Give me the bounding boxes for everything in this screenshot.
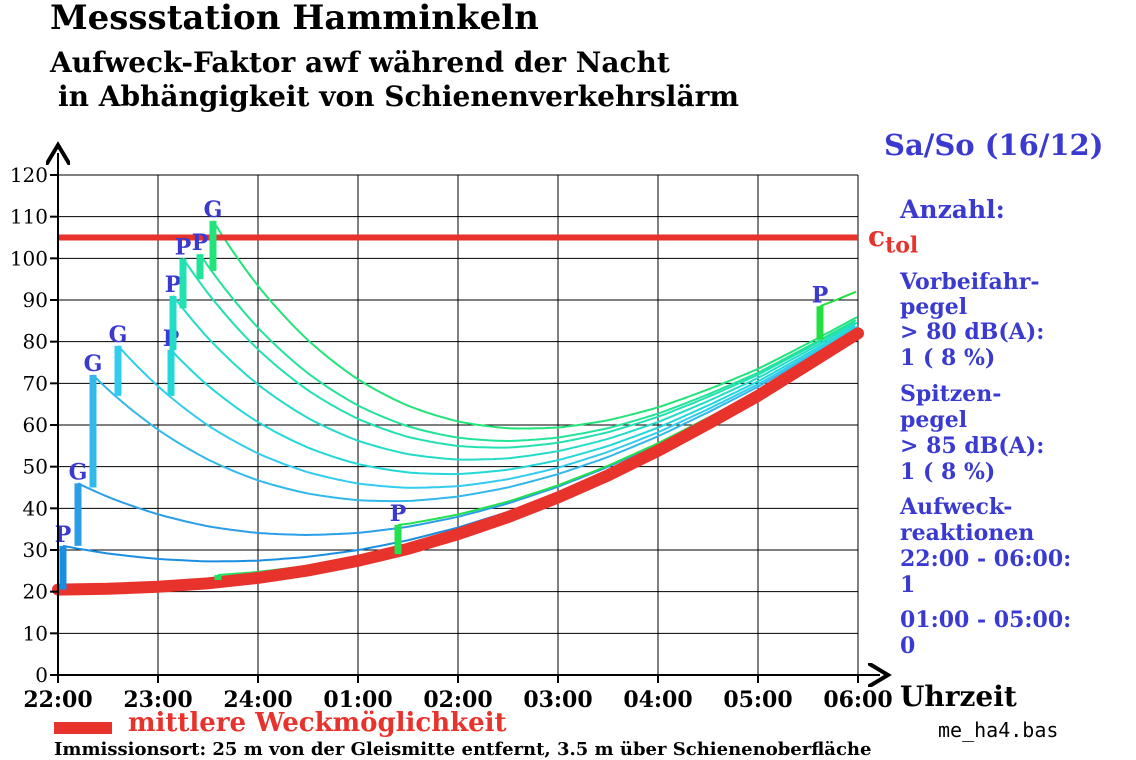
- decay-curve: [819, 290, 857, 308]
- spitzen-line-2: pegel: [900, 407, 968, 433]
- vorbei-line-3: > 80 dB(A):: [900, 319, 1045, 345]
- y-tick-label: 10: [23, 621, 48, 645]
- x-tick-label: 01:00: [323, 687, 392, 713]
- decay-curve: [92, 327, 858, 503]
- spitzen-line-4: 1 ( 8 %): [900, 459, 996, 485]
- y-tick-label: 110: [10, 205, 48, 229]
- event-label: G: [109, 322, 128, 348]
- event-label: G: [69, 459, 88, 485]
- reakt-line-1: Aufweck-: [900, 494, 1013, 520]
- x-tick-label: 06:00: [823, 687, 892, 713]
- decay-curve: [77, 329, 859, 537]
- x-tick-label: 05:00: [723, 687, 792, 713]
- y-tick-label: 40: [23, 496, 48, 520]
- x-tick-label: 02:00: [423, 687, 492, 713]
- event-label: G: [204, 197, 223, 223]
- event-label: P: [390, 501, 407, 527]
- y-tick-label: 60: [23, 413, 48, 437]
- y-tick-label: 90: [23, 288, 48, 312]
- y-tick-label: 20: [23, 580, 48, 604]
- page-title: Messstation Hamminkeln: [50, 0, 539, 38]
- y-tick-label: 120: [10, 163, 48, 187]
- event-label: G: [84, 351, 103, 377]
- reakt-line-5: 01:00 - 05:00:: [900, 607, 1072, 633]
- vorbei-line-4: 1 ( 8 %): [900, 345, 996, 371]
- event-label: P: [165, 272, 182, 298]
- vorbei-line-1: Vorbeifahr-: [900, 269, 1040, 295]
- decay-curve: [170, 325, 856, 476]
- day-label: Sa/So (16/12): [884, 128, 1104, 162]
- reakt-line-4: 1: [900, 572, 916, 598]
- y-tick-label: 70: [23, 371, 48, 395]
- y-tick-label: 30: [23, 538, 48, 562]
- decay-curve: [182, 257, 856, 449]
- ctol-sub: tol: [885, 232, 919, 259]
- event-label: P: [192, 230, 209, 256]
- decay-curve: [62, 333, 856, 563]
- y-tick-label: 50: [23, 455, 48, 479]
- y-tick-label: 0: [35, 663, 48, 687]
- subtitle-line-1: Aufweck-Faktor awf während der Nacht: [50, 46, 670, 79]
- baseline-curve: [52, 327, 864, 596]
- event-label: P: [175, 234, 192, 260]
- x-tick-label: 23:00: [123, 687, 192, 713]
- y-tick-label: 100: [10, 246, 48, 270]
- x-tick-label: 03:00: [523, 687, 592, 713]
- decay-curve: [117, 325, 859, 489]
- reakt-line-3: 22:00 - 06:00:: [900, 546, 1072, 572]
- y-tick-label: 80: [23, 330, 48, 354]
- decay-curve: [212, 220, 858, 430]
- x-axis-unit: Uhrzeit: [900, 680, 1017, 713]
- decay-curve: [199, 253, 857, 443]
- x-tick-label: 04:00: [623, 687, 692, 713]
- footer-note: Immissionsort: 25 m von der Gleismitte e…: [54, 739, 872, 760]
- legend-label: mittlere Weckmöglichkeit: [128, 708, 507, 738]
- ctol-label: ctol: [868, 220, 918, 259]
- spitzen-line-1: Spitzen-: [900, 381, 1002, 407]
- subtitle-line-2: in Abhängigkeit von Schienenverkehrslärm: [58, 80, 739, 113]
- x-tick-label: 24:00: [223, 687, 292, 713]
- vorbei-line-2: pegel: [900, 294, 968, 320]
- decay-curve: [172, 295, 858, 461]
- reakt-line-6: 0: [900, 633, 916, 659]
- reakt-line-2: reaktionen: [900, 520, 1035, 546]
- count-heading: Anzahl:: [900, 195, 1005, 224]
- spitzen-line-3: > 85 dB(A):: [900, 433, 1045, 459]
- file-name: me_ha4.bas: [938, 718, 1059, 742]
- ctol-base: c: [868, 220, 886, 253]
- event-label: P: [812, 282, 829, 308]
- legend-swatch: [54, 722, 112, 734]
- x-tick-label: 22:00: [23, 687, 92, 713]
